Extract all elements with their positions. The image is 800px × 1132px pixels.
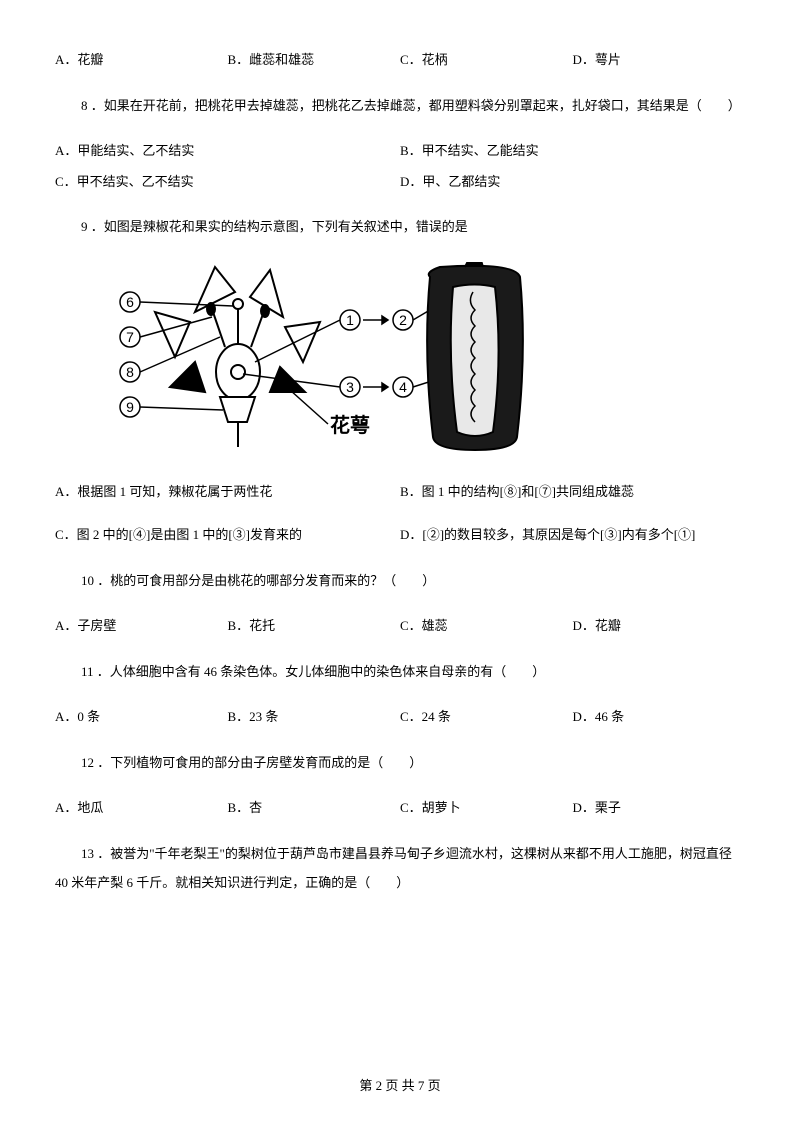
q8-options-row2: C．甲不结实、乙不结实 D．甲、乙都结实 <box>55 172 745 193</box>
page-footer: 第 2 页 共 7 页 <box>0 1076 800 1097</box>
option-b: B．雌蕊和雄蕊 <box>228 50 401 71</box>
q9-option-b: B．图 1 中的结构[⑧]和[⑦]共同组成雄蕊 <box>400 482 745 503</box>
q9-text: 9 ．如图是辣椒花和果实的结构示意图，下列有关叙述中，错误的是 <box>55 214 745 240</box>
q9-options-row2: C．图 2 中的[④]是由图 1 中的[③]发育来的 D．[②]的数目较多，其原… <box>55 525 745 546</box>
label-7: 7 <box>126 329 134 345</box>
q9-diagram: 6 7 8 9 1 3 花萼 <box>95 262 745 457</box>
q11-option-d: D．46 条 <box>573 707 746 728</box>
q8-option-a: A．甲能结实、乙不结实 <box>55 141 400 162</box>
label-9: 9 <box>126 399 134 415</box>
q12-options: A．地瓜 B．杏 C．胡萝卜 D．栗子 <box>55 798 745 819</box>
label-1: 1 <box>346 312 354 328</box>
q8-option-b: B．甲不结实、乙能结实 <box>400 141 745 162</box>
option-a: A．花瓣 <box>55 50 228 71</box>
label-4: 4 <box>399 379 407 395</box>
q9-option-c: C．图 2 中的[④]是由图 1 中的[③]发育来的 <box>55 525 400 546</box>
q10-options: A．子房壁 B．花托 C．雄蕊 D．花瓣 <box>55 616 745 637</box>
label-2: 2 <box>399 312 407 328</box>
calyx-label: 花萼 <box>330 413 370 437</box>
q8-option-c: C．甲不结实、乙不结实 <box>55 172 400 193</box>
label-3: 3 <box>346 379 354 395</box>
option-c: C．花柄 <box>400 50 573 71</box>
q10-option-a: A．子房壁 <box>55 616 228 637</box>
option-d: D．萼片 <box>573 50 746 71</box>
q11-options: A．0 条 B．23 条 C．24 条 D．46 条 <box>55 707 745 728</box>
q10-text: 10 ．桃的可食用部分是由桃花的哪部分发育而来的？（ ） <box>55 568 745 594</box>
q12-option-a: A．地瓜 <box>55 798 228 819</box>
q9-options-row1: A．根据图 1 可知，辣椒花属于两性花 B．图 1 中的结构[⑧]和[⑦]共同组… <box>55 482 745 503</box>
q8-option-d: D．甲、乙都结实 <box>400 172 745 193</box>
q11-option-b: B．23 条 <box>228 707 401 728</box>
q10-option-b: B．花托 <box>228 616 401 637</box>
q11-text: 11 ．人体细胞中含有 46 条染色体。女儿体细胞中的染色体来自母亲的有（ ） <box>55 659 745 685</box>
q12-option-b: B．杏 <box>228 798 401 819</box>
q12-option-c: C．胡萝卜 <box>400 798 573 819</box>
q13-text: 13 ．被誉为"千年老梨王"的梨树位于葫芦岛市建昌县养马甸子乡迴流水村，这棵树从… <box>55 840 745 897</box>
q10-option-c: C．雄蕊 <box>400 616 573 637</box>
q9-option-a: A．根据图 1 可知，辣椒花属于两性花 <box>55 482 400 503</box>
q11-option-c: C．24 条 <box>400 707 573 728</box>
label-6: 6 <box>126 294 134 310</box>
q9-option-d: D．[②]的数目较多，其原因是每个[③]内有多个[①] <box>400 525 745 546</box>
pepper-diagram: 6 7 8 9 1 3 花萼 <box>95 262 525 457</box>
q7-options: A．花瓣 B．雌蕊和雄蕊 C．花柄 D．萼片 <box>55 50 745 71</box>
q8-options-row1: A．甲能结实、乙不结实 B．甲不结实、乙能结实 <box>55 141 745 162</box>
q12-text: 12 ．下列植物可食用的部分由子房壁发育而成的是（ ） <box>55 750 745 776</box>
q12-option-d: D．栗子 <box>573 798 746 819</box>
q8-text: 8 ．如果在开花前，把桃花甲去掉雄蕊，把桃花乙去掉雌蕊，都用塑料袋分别罩起来，扎… <box>55 93 745 119</box>
label-8: 8 <box>126 364 134 380</box>
q11-option-a: A．0 条 <box>55 707 228 728</box>
q10-option-d: D．花瓣 <box>573 616 746 637</box>
